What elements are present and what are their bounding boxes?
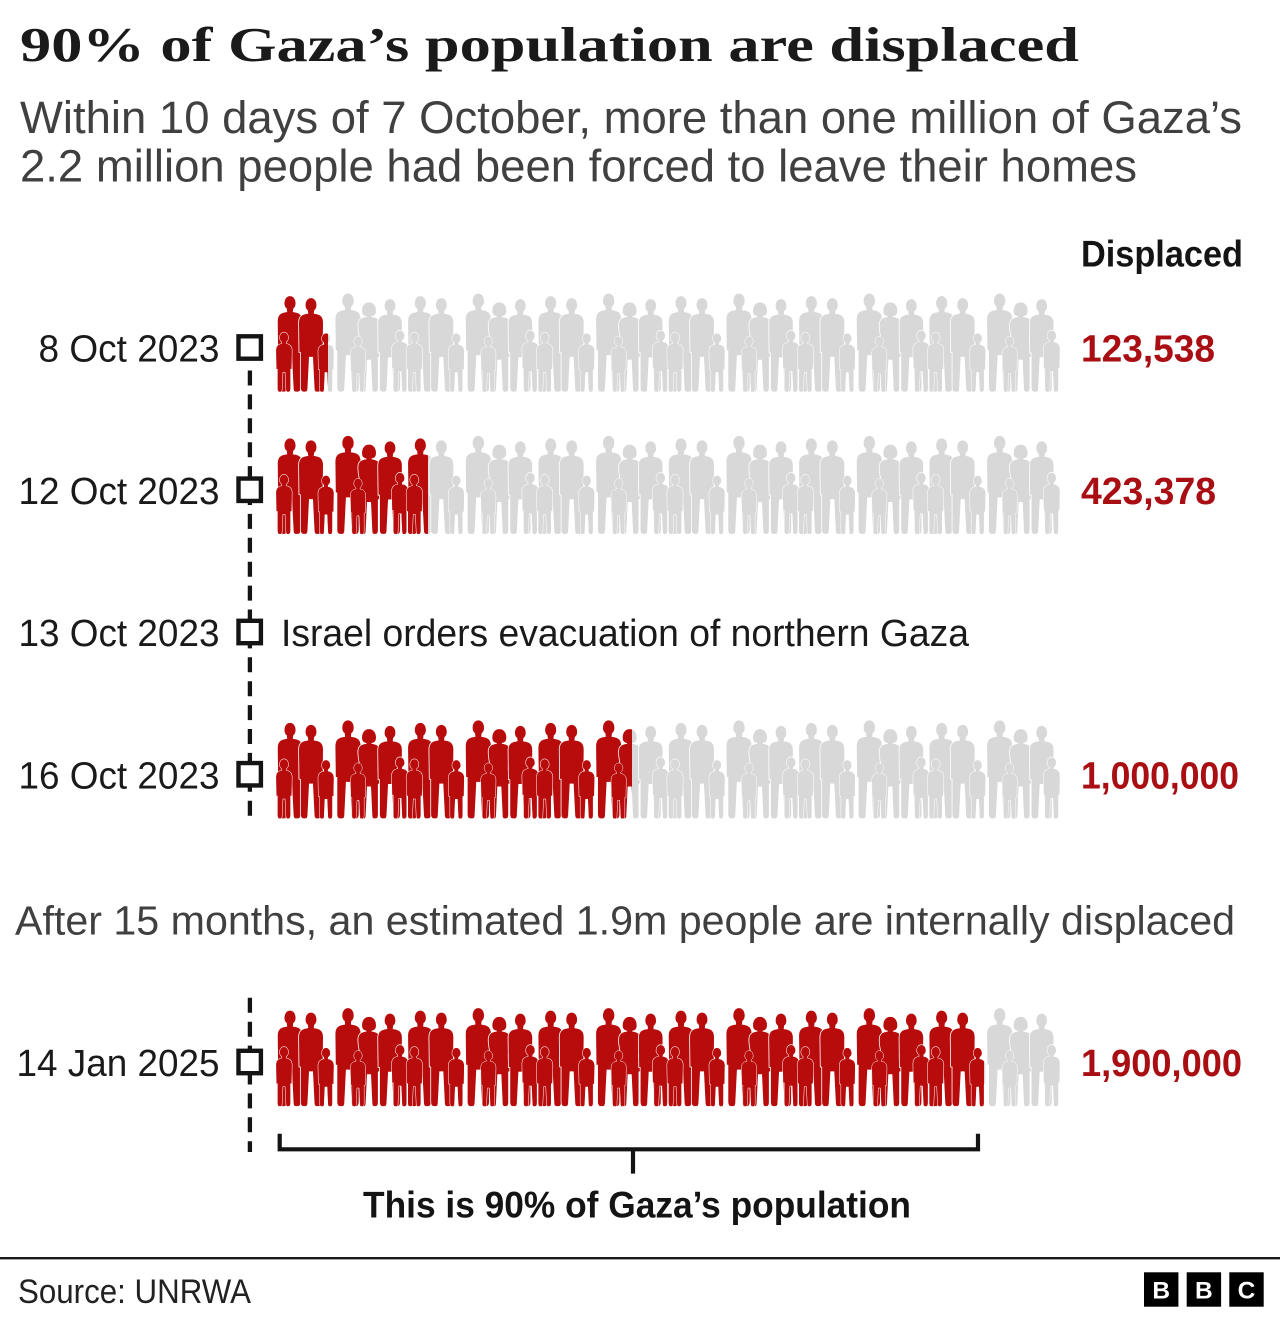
svg-text:8 Oct 2023: 8 Oct 2023	[39, 329, 220, 371]
svg-text:B: B	[1195, 1278, 1213, 1305]
svg-text:16 Oct 2023: 16 Oct 2023	[19, 755, 220, 797]
svg-text:123,538: 123,538	[1081, 329, 1215, 371]
svg-text:Source: UNRWA: Source: UNRWA	[18, 1273, 251, 1311]
svg-text:13 Oct 2023: 13 Oct 2023	[19, 613, 220, 655]
svg-text:1,000,000: 1,000,000	[1081, 755, 1239, 797]
svg-text:B: B	[1152, 1278, 1170, 1305]
svg-text:This is 90% of Gaza’s populati: This is 90% of Gaza’s population	[363, 1185, 911, 1226]
svg-text:12 Oct 2023: 12 Oct 2023	[19, 471, 220, 513]
svg-text:C: C	[1238, 1278, 1256, 1305]
svg-text:Displaced: Displaced	[1081, 233, 1243, 274]
svg-text:1,900,000: 1,900,000	[1081, 1043, 1242, 1085]
svg-text:Israel orders evacuation of no: Israel orders evacuation of northern Gaz…	[281, 613, 970, 655]
svg-text:2.2 million people had been fo: 2.2 million people had been forced to le…	[20, 141, 1137, 192]
svg-text:423,378: 423,378	[1081, 471, 1216, 513]
svg-text:90% of Gaza’s population are d: 90% of Gaza’s population are displaced	[20, 17, 1079, 72]
svg-text:After 15 months, an estimated: After 15 months, an estimated 1.9m peopl…	[15, 898, 1235, 944]
svg-text:Within 10 days of 7 October, m: Within 10 days of 7 October, more than o…	[20, 92, 1242, 143]
svg-text:14 Jan 2025: 14 Jan 2025	[17, 1043, 220, 1085]
